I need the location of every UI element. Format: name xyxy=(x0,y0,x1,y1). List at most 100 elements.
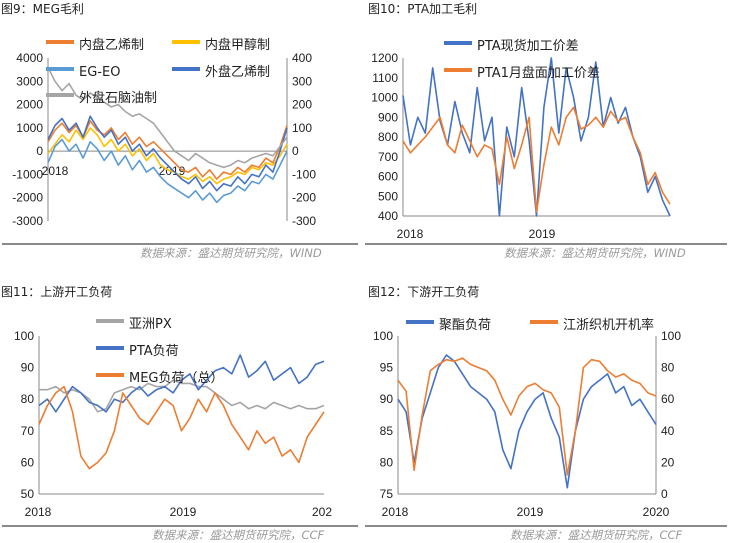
y2-tick-label: 400 xyxy=(292,51,312,65)
x-tick-label: 2018 xyxy=(25,505,52,519)
legend-swatch xyxy=(172,40,200,44)
y2-tick-label: 100 xyxy=(661,329,681,343)
series-line xyxy=(38,354,325,413)
series-line xyxy=(47,115,288,192)
series-line xyxy=(38,385,325,470)
x-tick-label: 2019 xyxy=(170,505,197,519)
y-tick-label: 60 xyxy=(21,455,35,469)
source-note: 数据来源：盛达期货研究院，CCF xyxy=(152,528,325,542)
y-tick-label: 1100 xyxy=(372,71,398,85)
x-tick-label: 2018 xyxy=(382,505,409,519)
y-tick-label: 3000 xyxy=(16,74,43,88)
legend-label: 内盘乙烯制 xyxy=(79,37,144,53)
y2-tick-label: 60 xyxy=(661,392,675,406)
legend-swatch xyxy=(444,68,472,72)
legend-swatch xyxy=(96,346,124,350)
legend-label: MEG负荷（总） xyxy=(129,371,224,386)
y-tick-label: 75 xyxy=(380,487,394,501)
x-tick-label: 2020 xyxy=(643,505,670,519)
chart-title-downstream: 图12：下游开工负荷 xyxy=(368,285,480,299)
y-tick-label: 50 xyxy=(21,487,35,501)
y2-tick-label: 0 xyxy=(661,487,668,501)
source-note: 数据来源：盛达期货研究院，WIND xyxy=(140,246,322,260)
y-tick-label: 90 xyxy=(380,392,394,406)
y2-tick-label: 80 xyxy=(661,361,675,375)
legend-swatch xyxy=(530,320,558,324)
divider-line xyxy=(365,243,727,245)
y-tick-label: 100 xyxy=(14,329,34,343)
chart-title-upstream: 图11：上游开工负荷 xyxy=(1,285,113,299)
y2-tick-label: -300 xyxy=(292,214,316,228)
legend-swatch xyxy=(96,319,124,323)
legend-swatch xyxy=(46,67,74,71)
y2-tick-label: -100 xyxy=(292,167,316,181)
legend-swatch xyxy=(96,373,124,377)
legend-swatch xyxy=(46,40,74,44)
legend-label: 内盘甲醇制 xyxy=(205,37,270,53)
y-tick-label: 90 xyxy=(21,361,35,375)
y-tick-label: -1000 xyxy=(12,167,43,181)
divider-line xyxy=(2,525,358,527)
y-tick-label: 800 xyxy=(378,130,398,144)
chart-title-pta: 图10：PTA加工毛利 xyxy=(368,2,478,16)
legend-swatch xyxy=(172,67,200,71)
y-tick-label: 80 xyxy=(380,455,394,469)
y-tick-label: 100 xyxy=(373,329,393,343)
divider-line xyxy=(2,243,358,245)
x-tick-label: 2018 xyxy=(42,164,69,178)
y-tick-label: 85 xyxy=(380,424,394,438)
legend-label: EG-EO xyxy=(79,65,120,80)
series-line xyxy=(47,120,288,180)
source-note: 数据来源：盛达期货研究院，WIND xyxy=(504,246,686,260)
legend-label: 聚酯负荷 xyxy=(439,318,491,333)
series-line xyxy=(397,354,657,489)
y-tick-label: 1000 xyxy=(16,121,43,135)
y-tick-label: 95 xyxy=(380,361,394,375)
series-line xyxy=(47,66,288,169)
series-line xyxy=(47,127,288,185)
x-tick-label: 202 xyxy=(312,505,332,519)
y-tick-label: 400 xyxy=(378,209,398,223)
divider-line xyxy=(365,525,727,527)
x-tick-label: 2019 xyxy=(517,505,544,519)
legend-label: PTA现货加工价差 xyxy=(477,38,579,54)
legend-label: 亚洲PX xyxy=(129,317,172,332)
y-tick-label: 4000 xyxy=(16,51,43,65)
y2-tick-label: 0 xyxy=(292,144,299,158)
y2-tick-label: -200 xyxy=(292,191,316,205)
chart-title-meg: 图9：MEG毛利 xyxy=(1,2,84,16)
y-tick-label: 2000 xyxy=(16,98,43,112)
y-tick-label: 0 xyxy=(36,144,43,158)
legend-swatch xyxy=(46,93,74,97)
y-tick-label: 70 xyxy=(21,424,35,438)
y-tick-label: 900 xyxy=(378,110,398,124)
y-tick-label: 700 xyxy=(378,150,398,164)
y-tick-label: 600 xyxy=(378,170,398,184)
y-tick-label: -2000 xyxy=(12,191,43,205)
legend-label: PTA负荷 xyxy=(129,344,179,359)
series-line xyxy=(402,106,671,213)
series-line xyxy=(39,379,325,413)
x-tick-label: 2019 xyxy=(529,227,556,241)
y2-tick-label: 20 xyxy=(661,455,675,469)
y2-tick-label: 200 xyxy=(292,98,312,112)
series-line xyxy=(397,357,657,476)
series-line xyxy=(47,138,288,204)
y-tick-label: 500 xyxy=(378,189,398,203)
legend-label: 外盘石脑油制 xyxy=(79,90,157,106)
y-tick-label: 1000 xyxy=(371,91,398,105)
y-tick-label: 1200 xyxy=(371,51,398,65)
legend-label: PTA1月盘面加工价差 xyxy=(477,65,600,81)
legend-swatch xyxy=(444,41,472,45)
y2-tick-label: 300 xyxy=(292,74,312,88)
source-note: 数据来源：盛达期货研究院，CCF xyxy=(510,528,683,542)
legend-label: 外盘乙烯制 xyxy=(205,64,270,80)
legend-swatch xyxy=(406,320,434,324)
y2-tick-label: 100 xyxy=(292,121,312,135)
y-tick-label: 80 xyxy=(21,392,35,406)
y2-tick-label: 40 xyxy=(661,424,675,438)
